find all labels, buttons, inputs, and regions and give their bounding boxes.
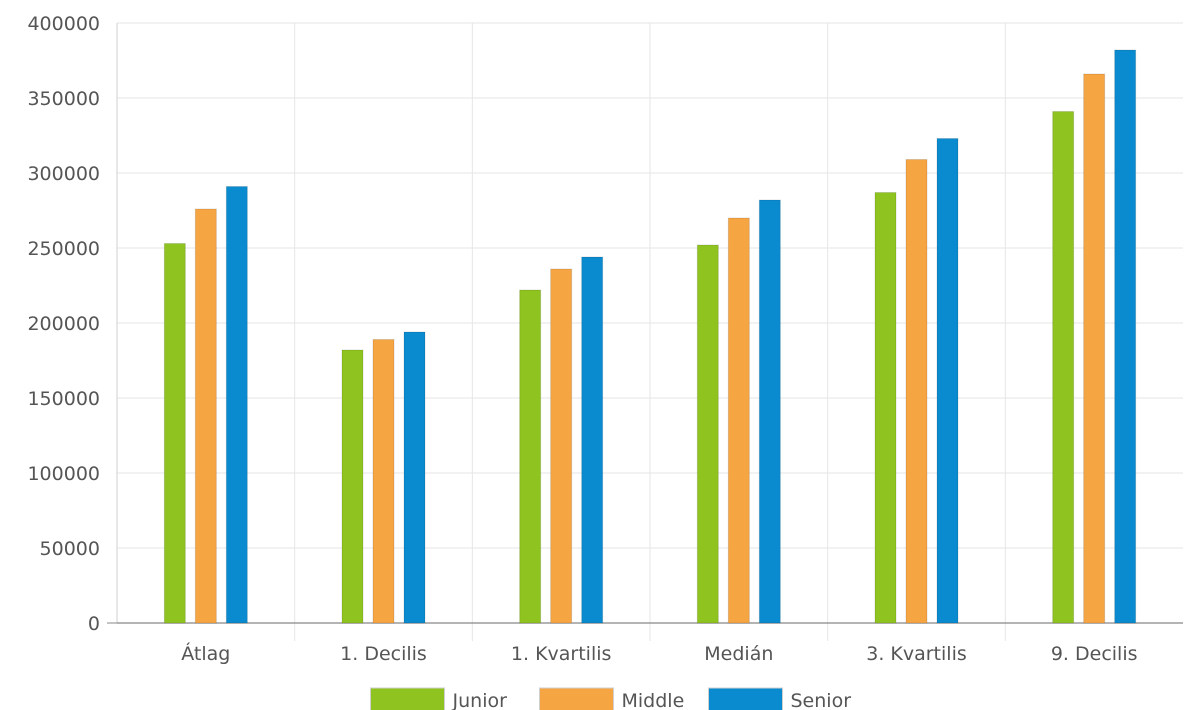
legend-item-junior[interactable]: Junior [370, 687, 508, 710]
bar-middle-4 [905, 159, 928, 624]
bar-middle-2 [550, 268, 573, 624]
y-tick-label: 400000 [27, 13, 100, 35]
y-tick-label: 350000 [27, 88, 100, 110]
x-tick-label: 1. Decilis [340, 643, 427, 665]
legend-label: Senior [791, 690, 852, 710]
bar-senior-2 [581, 256, 604, 624]
legend-swatch [708, 687, 783, 710]
legend-label: Junior [452, 690, 508, 710]
y-tick-label: 150000 [27, 388, 100, 410]
x-tick-label: 3. Kvartilis [866, 643, 967, 665]
bar-senior-0 [225, 186, 248, 624]
legend-item-middle[interactable]: Middle [539, 687, 685, 710]
x-tick-label: Medián [704, 643, 773, 665]
bar-senior-3 [758, 199, 781, 624]
legend-label: Middle [622, 690, 685, 710]
bar-senior-5 [1114, 49, 1137, 624]
bar-junior-5 [1052, 111, 1075, 624]
bar-junior-2 [519, 289, 542, 624]
bar-junior-0 [163, 243, 186, 624]
tick-labels: 0 50000 100000 150000 200000 250000 300000 3500… [27, 13, 1137, 665]
bar-middle-5 [1083, 73, 1106, 624]
legend-item-senior[interactable]: Senior [708, 687, 852, 710]
y-tick-label: 50000 [40, 538, 100, 560]
bar-middle-3 [727, 217, 750, 624]
y-tick-label: 250000 [27, 238, 100, 260]
bar-junior-3 [696, 244, 719, 624]
axes [107, 23, 1183, 624]
x-tick-label: Átlag [181, 642, 230, 665]
legend: Junior Middle Senior [370, 687, 852, 710]
bar-junior-1 [341, 349, 364, 624]
bar-senior-1 [403, 331, 426, 624]
y-tick-label: 300000 [27, 163, 100, 185]
grid-lines [117, 22, 1183, 641]
y-tick-label: 100000 [27, 463, 100, 485]
y-tick-label: 0 [88, 613, 100, 635]
bars [163, 49, 1137, 624]
bar-senior-4 [936, 138, 959, 624]
y-tick-label: 200000 [27, 313, 100, 335]
x-tick-label: 9. Decilis [1051, 643, 1138, 665]
bar-middle-0 [194, 208, 217, 624]
legend-swatch [370, 687, 445, 710]
bar-middle-1 [372, 339, 395, 624]
legend-swatch [539, 687, 614, 710]
x-tick-label: 1. Kvartilis [511, 643, 612, 665]
bar-junior-4 [874, 192, 897, 624]
